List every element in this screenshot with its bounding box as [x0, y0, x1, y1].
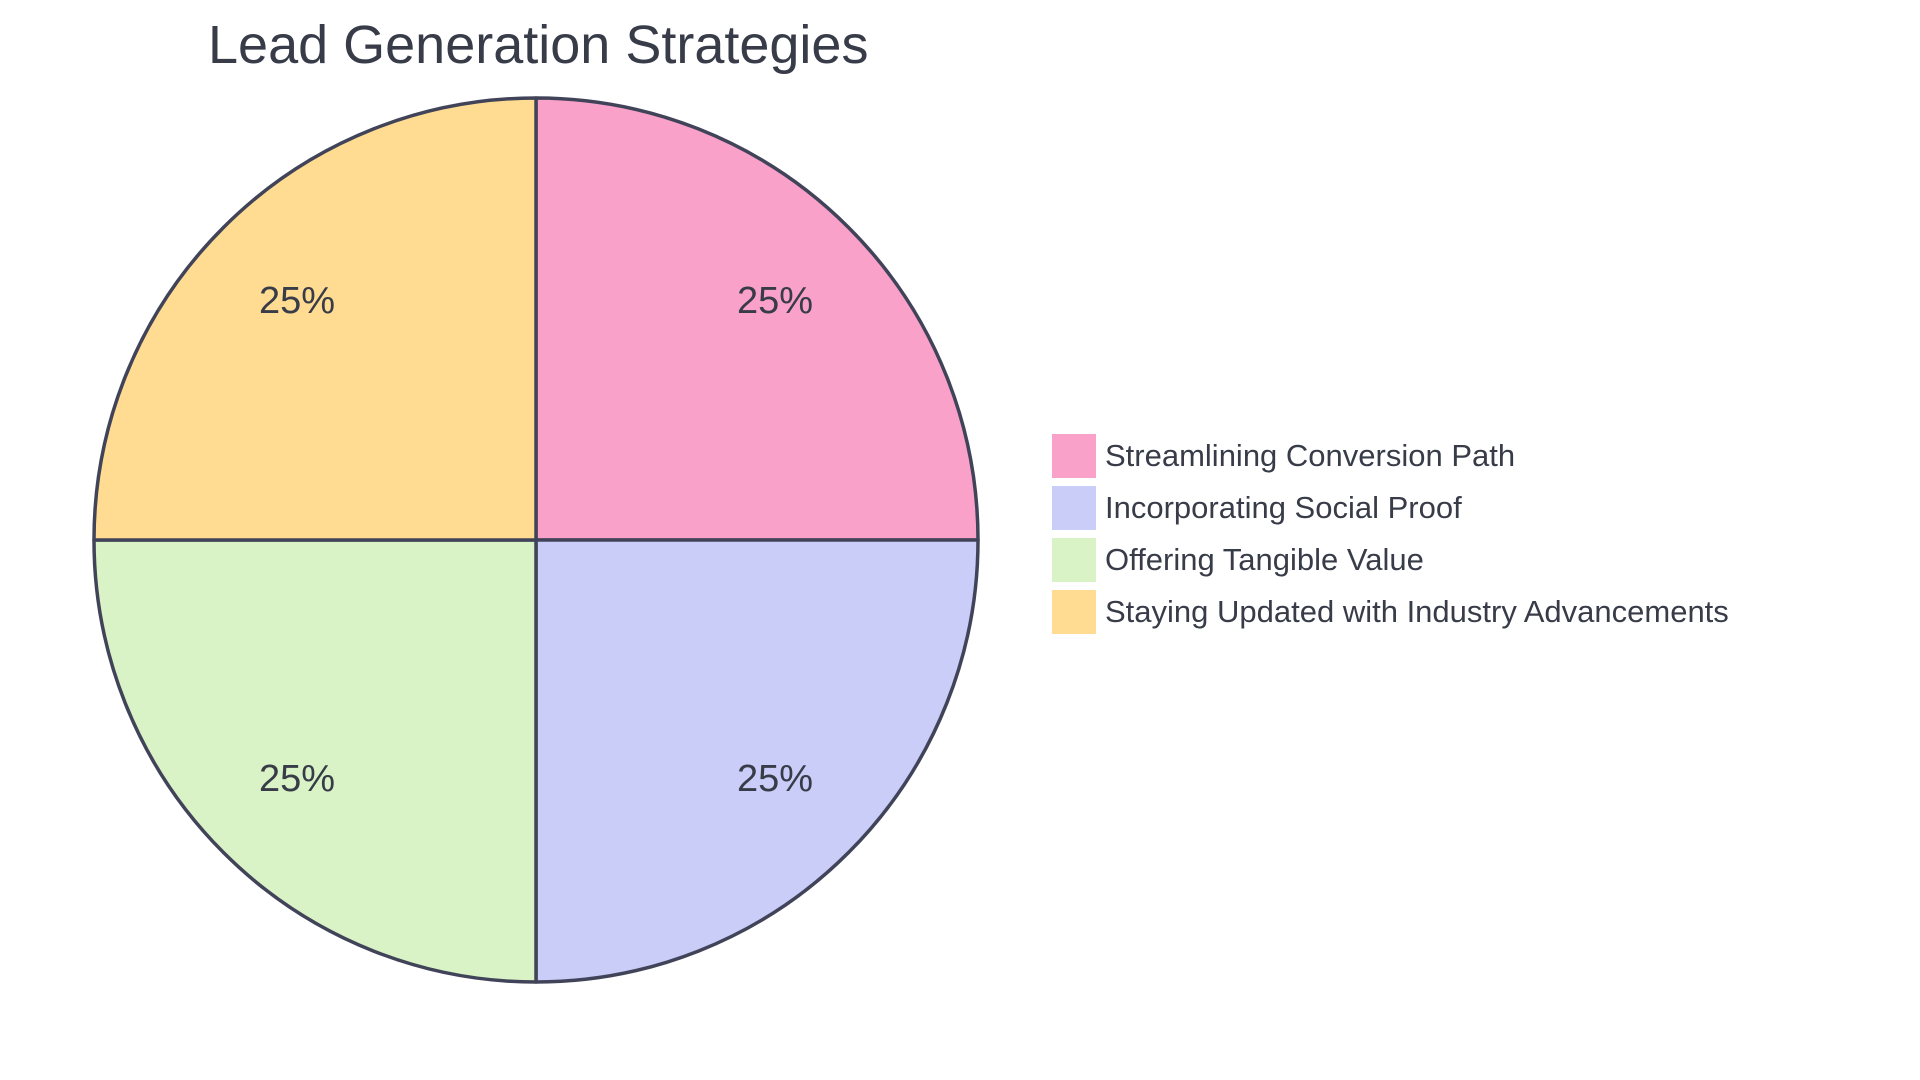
legend-label: Staying Updated with Industry Advancemen… — [1105, 594, 1729, 629]
chart-title: Lead Generation Strategies — [208, 15, 869, 75]
legend-item-streamlining-conversion-path[interactable]: Streamlining Conversion Path — [1052, 434, 1729, 478]
legend-item-offering-tangible-value[interactable]: Offering Tangible Value — [1052, 538, 1729, 582]
legend-swatch-icon — [1052, 434, 1096, 478]
legend-label: Offering Tangible Value — [1105, 542, 1424, 577]
legend-item-staying-updated-with-industry-advancements[interactable]: Staying Updated with Industry Advancemen… — [1052, 590, 1729, 634]
legend-item-incorporating-social-proof[interactable]: Incorporating Social Proof — [1052, 486, 1729, 530]
pie-slice[interactable] — [92, 96, 538, 542]
slice-percent-label: 25% — [259, 280, 335, 322]
legend-label: Incorporating Social Proof — [1105, 490, 1462, 525]
pie-slice[interactable] — [534, 96, 980, 542]
legend-label: Streamlining Conversion Path — [1105, 438, 1516, 473]
slice-percent-label: 25% — [259, 758, 335, 800]
legend: Streamlining Conversion Path Incorporati… — [1052, 434, 1729, 634]
legend-swatch-icon — [1052, 486, 1096, 530]
pie-slice[interactable] — [92, 538, 538, 984]
slice-percent-label: 25% — [737, 280, 813, 322]
legend-swatch-icon — [1052, 538, 1096, 582]
slice-percent-label: 25% — [737, 758, 813, 800]
legend-swatch-icon — [1052, 590, 1096, 634]
pie-slice[interactable] — [534, 538, 980, 984]
